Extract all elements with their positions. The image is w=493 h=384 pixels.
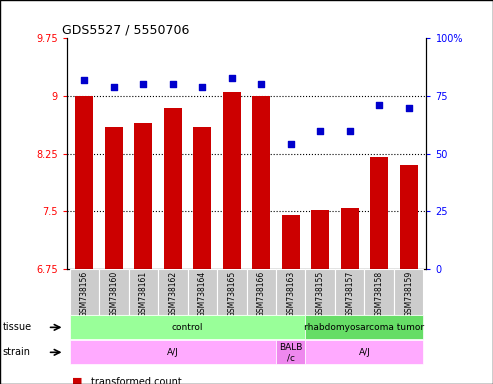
Text: tissue: tissue [2, 322, 32, 333]
Point [375, 102, 383, 108]
Text: strain: strain [2, 347, 31, 358]
Point [198, 84, 206, 90]
Text: control: control [172, 323, 203, 332]
Text: rhabdomyosarcoma tumor: rhabdomyosarcoma tumor [305, 323, 424, 332]
Bar [335, 269, 364, 315]
Bar [246, 269, 276, 315]
Text: GSM738161: GSM738161 [139, 271, 148, 317]
Bar [364, 269, 394, 315]
Text: GSM738163: GSM738163 [286, 271, 295, 317]
Bar [282, 215, 300, 269]
Text: BALB
/c: BALB /c [279, 343, 302, 362]
Text: GSM738157: GSM738157 [345, 271, 354, 317]
Text: transformed count: transformed count [91, 377, 182, 384]
Text: GSM738158: GSM738158 [375, 271, 384, 317]
Bar [276, 340, 306, 364]
Point [228, 74, 236, 81]
Point [257, 81, 265, 88]
Text: A/J: A/J [358, 348, 370, 357]
Bar [75, 96, 93, 269]
Bar [164, 108, 181, 269]
Point [80, 77, 88, 83]
Point [110, 84, 118, 90]
Bar [312, 210, 329, 269]
Bar [341, 208, 358, 269]
Bar [252, 96, 270, 269]
Bar [306, 315, 423, 339]
Text: GSM738159: GSM738159 [404, 271, 413, 317]
Bar [105, 127, 123, 269]
Text: A/J: A/J [167, 348, 178, 357]
Bar [187, 269, 217, 315]
Bar [193, 127, 211, 269]
Bar [129, 269, 158, 315]
Point [346, 127, 353, 134]
Point [140, 81, 147, 88]
Text: GDS5527 / 5550706: GDS5527 / 5550706 [62, 23, 189, 36]
Bar [223, 92, 241, 269]
Bar [400, 165, 418, 269]
Bar [135, 123, 152, 269]
Bar [158, 269, 187, 315]
Bar [370, 157, 388, 269]
Text: GSM738162: GSM738162 [168, 271, 177, 317]
Bar [306, 340, 423, 364]
Bar [276, 269, 306, 315]
Bar [70, 340, 276, 364]
Point [287, 141, 295, 147]
Bar [306, 269, 335, 315]
Bar [394, 269, 423, 315]
Text: GSM738166: GSM738166 [257, 271, 266, 317]
Text: GSM738155: GSM738155 [316, 271, 325, 317]
Bar [70, 315, 306, 339]
Bar [217, 269, 246, 315]
Text: GSM738165: GSM738165 [227, 271, 236, 317]
Point [317, 127, 324, 134]
Bar [70, 269, 99, 315]
Point [405, 104, 413, 111]
Text: GSM738164: GSM738164 [198, 271, 207, 317]
Text: ■: ■ [71, 377, 82, 384]
Text: GSM738156: GSM738156 [80, 271, 89, 317]
Point [169, 81, 176, 88]
Text: GSM738160: GSM738160 [109, 271, 118, 317]
Bar [99, 269, 129, 315]
